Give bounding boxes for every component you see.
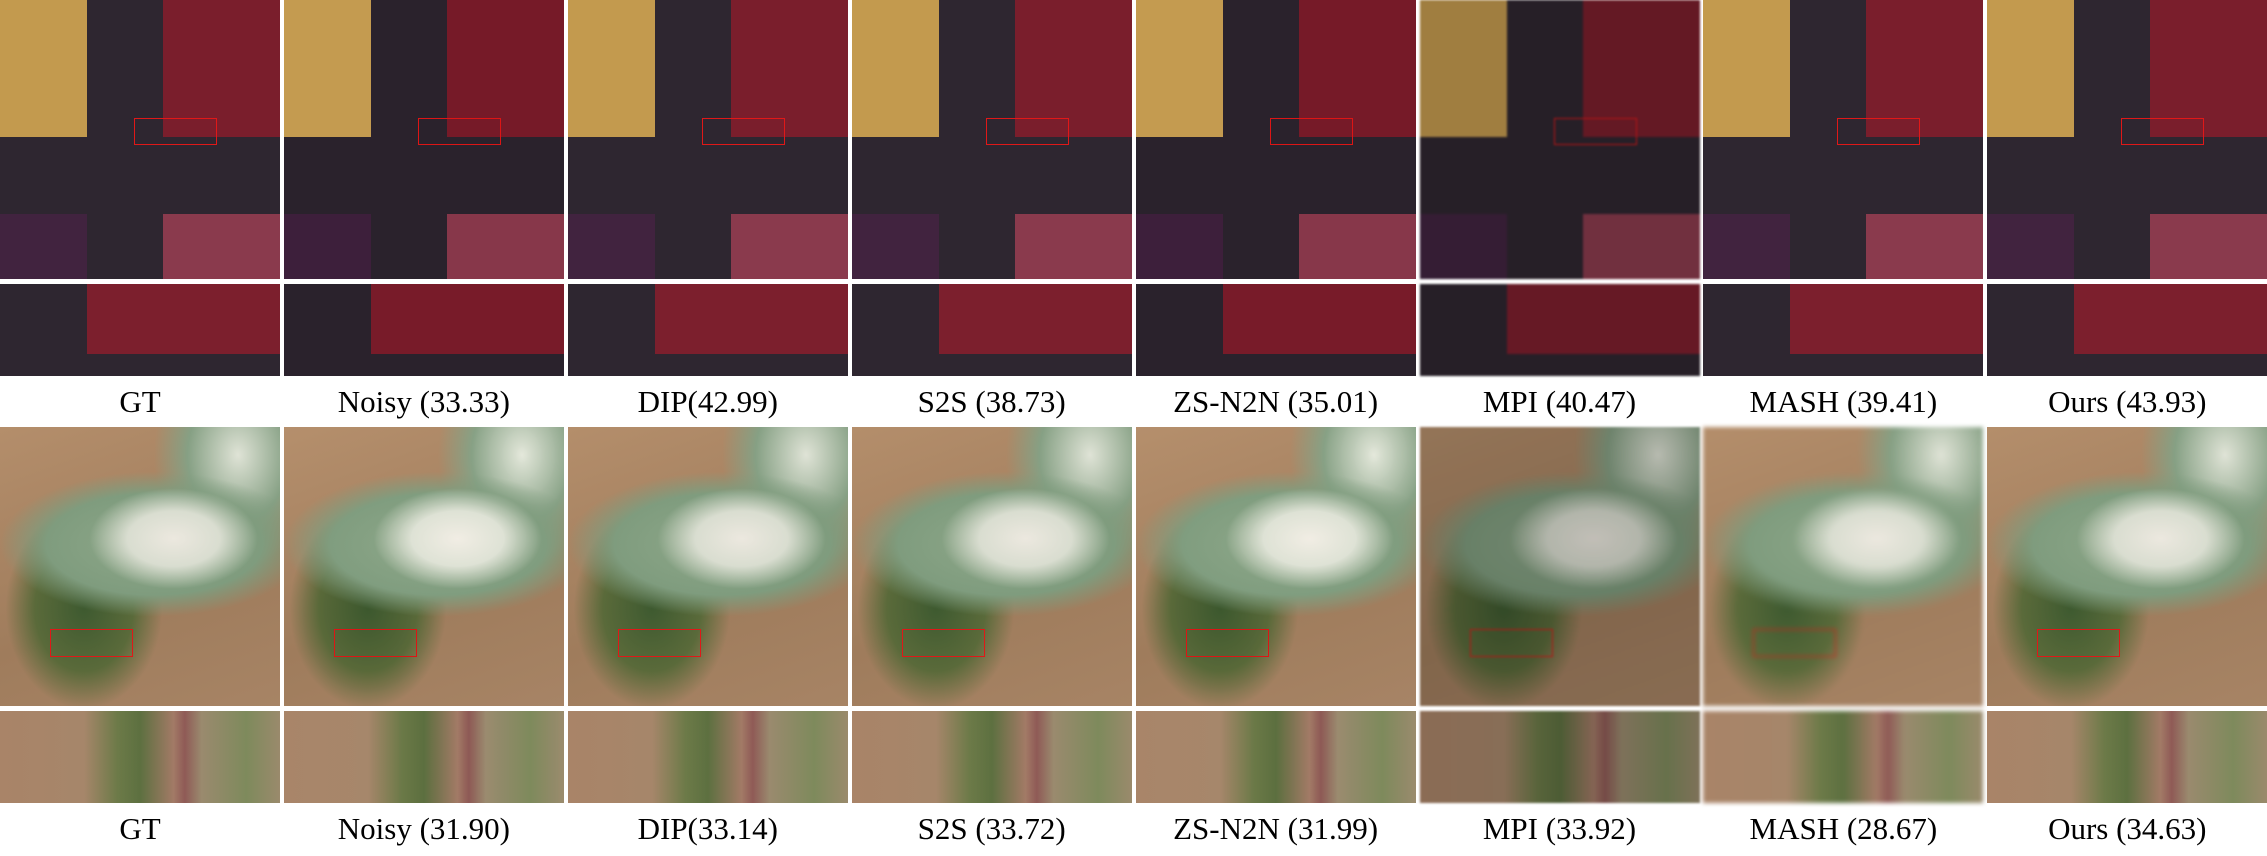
- zoom-box: [2121, 118, 2204, 145]
- caption: MPI (33.92): [1410, 809, 1710, 849]
- zoom-crop: [1703, 711, 1983, 803]
- zoom-box: [134, 118, 217, 145]
- caption: ZS-N2N (31.99): [1126, 809, 1426, 849]
- zoom-crop: [1703, 284, 1983, 376]
- image-panel: [0, 0, 280, 279]
- caption: S2S (33.72): [842, 809, 1142, 849]
- image-panel: [1703, 427, 1983, 706]
- caption: Ours (43.93): [1977, 382, 2267, 422]
- zoom-box: [1186, 629, 1269, 657]
- zoom-box: [702, 118, 785, 145]
- caption: Ours (34.63): [1977, 809, 2267, 849]
- image-panel: [1136, 0, 1416, 279]
- zoom-box: [1470, 629, 1553, 657]
- zoom-box: [418, 118, 501, 145]
- zoom-crop: [1987, 284, 2267, 376]
- panel-column: GT: [0, 427, 280, 847]
- image-panel: [568, 0, 848, 279]
- panel-column: GT: [0, 0, 280, 420]
- image-panel: [284, 0, 564, 279]
- zoom-box: [1270, 118, 1353, 145]
- panel-column: MPI (33.92): [1420, 427, 1700, 847]
- panel-column: Ours (43.93): [1987, 0, 2267, 420]
- zoom-box: [334, 629, 417, 657]
- image-panel: [1420, 0, 1700, 279]
- zoom-crop: [1136, 711, 1416, 803]
- zoom-crop: [1420, 284, 1700, 376]
- caption: Noisy (33.33): [274, 382, 574, 422]
- zoom-crop: [0, 711, 280, 803]
- zoom-box: [1837, 118, 1920, 145]
- panel-column: S2S (33.72): [852, 427, 1132, 847]
- caption: MASH (28.67): [1693, 809, 1993, 849]
- zoom-crop: [284, 711, 564, 803]
- zoom-box: [1753, 629, 1836, 657]
- panel-column: S2S (38.73): [852, 0, 1132, 420]
- caption: GT: [0, 809, 290, 849]
- panel-column: MASH (39.41): [1703, 0, 1983, 420]
- image-panel: [568, 427, 848, 706]
- panel-column: ZS-N2N (31.99): [1136, 427, 1416, 847]
- panel-column: ZS-N2N (35.01): [1136, 0, 1416, 420]
- panel-column: Noisy (31.90): [284, 427, 564, 847]
- zoom-crop: [1136, 284, 1416, 376]
- zoom-box: [618, 629, 701, 657]
- zoom-crop: [284, 284, 564, 376]
- caption: DIP(42.99): [558, 382, 858, 422]
- image-panel: [852, 427, 1132, 706]
- zoom-box: [902, 629, 985, 657]
- zoom-crop: [1420, 711, 1700, 803]
- panel-column: Ours (34.63): [1987, 427, 2267, 847]
- zoom-crop: [568, 711, 848, 803]
- zoom-crop: [568, 284, 848, 376]
- image-panel: [0, 427, 280, 706]
- image-panel: [284, 427, 564, 706]
- image-panel: [1136, 427, 1416, 706]
- zoom-crop: [0, 284, 280, 376]
- panel-column: DIP(33.14): [568, 427, 848, 847]
- zoom-crop: [852, 284, 1132, 376]
- caption: DIP(33.14): [558, 809, 858, 849]
- image-panel: [852, 0, 1132, 279]
- caption: Noisy (31.90): [274, 809, 574, 849]
- caption: GT: [0, 382, 290, 422]
- zoom-crop: [1987, 711, 2267, 803]
- figure: GTNoisy (33.33)DIP(42.99)S2S (38.73)ZS-N…: [0, 0, 2267, 856]
- image-panel: [1703, 0, 1983, 279]
- image-panel: [1420, 427, 1700, 706]
- image-panel: [1987, 0, 2267, 279]
- panel-column: DIP(42.99): [568, 0, 848, 420]
- zoom-box: [1554, 118, 1637, 145]
- panel-column: MPI (40.47): [1420, 0, 1700, 420]
- zoom-box: [50, 629, 133, 657]
- zoom-crop: [852, 711, 1132, 803]
- panel-column: Noisy (33.33): [284, 0, 564, 420]
- caption: ZS-N2N (35.01): [1126, 382, 1426, 422]
- caption: MPI (40.47): [1410, 382, 1710, 422]
- zoom-box: [2037, 629, 2120, 657]
- image-panel: [1987, 427, 2267, 706]
- zoom-box: [986, 118, 1069, 145]
- caption: S2S (38.73): [842, 382, 1142, 422]
- caption: MASH (39.41): [1693, 382, 1993, 422]
- panel-column: MASH (28.67): [1703, 427, 1983, 847]
